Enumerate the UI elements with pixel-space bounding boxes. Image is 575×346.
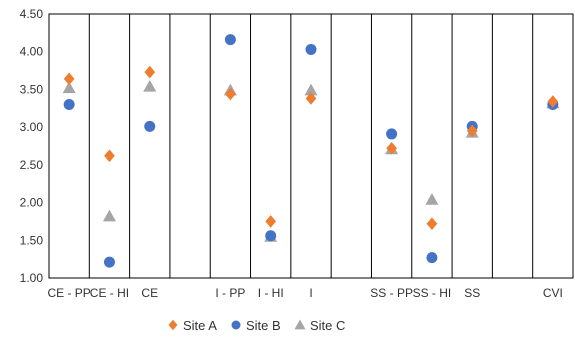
plot-frame bbox=[48, 13, 574, 279]
x-tick-label: SS - HI bbox=[413, 286, 452, 300]
data-point-site-a bbox=[265, 215, 277, 228]
x-tick-label: I - HI bbox=[258, 286, 284, 300]
x-tick-label: CVI bbox=[543, 286, 563, 300]
y-tick-label: 3.00 bbox=[20, 120, 44, 134]
data-points bbox=[62, 34, 560, 268]
data-point-site-b bbox=[265, 230, 277, 242]
y-tick-label: 3.50 bbox=[20, 82, 44, 96]
data-point-site-b bbox=[426, 252, 438, 264]
data-point-site-a bbox=[466, 124, 478, 138]
y-tick-label: 1.00 bbox=[20, 271, 44, 285]
y-tick-label: 2.00 bbox=[20, 196, 44, 210]
x-tick-label: CE - PP bbox=[47, 286, 90, 300]
x-tick-label: I - PP bbox=[215, 286, 245, 300]
data-point-site-b bbox=[305, 43, 317, 55]
data-point-site-a bbox=[63, 72, 75, 86]
data-point-site-a bbox=[104, 149, 115, 163]
legend-label: Site C bbox=[310, 318, 345, 333]
x-tick-label: CE bbox=[141, 286, 158, 300]
legend: Site A Site B Site C bbox=[168, 318, 345, 333]
legend-label: Site B bbox=[246, 318, 281, 333]
x-tick-label: SS bbox=[464, 286, 480, 300]
x-tick-label: I bbox=[309, 286, 312, 300]
legend-marker-site-a bbox=[168, 319, 178, 331]
data-point-site-b bbox=[103, 256, 115, 268]
data-point-site-b bbox=[144, 120, 156, 132]
x-tick-label: CE - HI bbox=[90, 286, 129, 300]
data-point-site-c bbox=[425, 193, 439, 205]
data-point-site-a bbox=[225, 87, 236, 101]
data-point-site-a bbox=[305, 92, 317, 105]
plot-area bbox=[48, 13, 574, 279]
data-point-site-a bbox=[144, 65, 156, 79]
data-point-site-a bbox=[426, 217, 438, 230]
data-point-site-b bbox=[386, 128, 398, 140]
y-tick-label: 4.50 bbox=[20, 7, 44, 21]
data-point-site-a bbox=[547, 95, 559, 108]
data-point-site-c bbox=[102, 209, 116, 222]
y-tick-label: 4.00 bbox=[20, 45, 44, 59]
y-tick-label: 1.50 bbox=[20, 233, 44, 247]
x-tick-label: SS - PP bbox=[370, 286, 413, 300]
y-tick-label: 2.50 bbox=[20, 158, 44, 172]
data-point-site-c bbox=[143, 79, 157, 92]
legend-label: Site A bbox=[183, 318, 217, 333]
legend-marker-site-c bbox=[294, 319, 306, 330]
data-point-site-c bbox=[62, 81, 76, 94]
data-point-site-b bbox=[63, 99, 75, 111]
data-point-site-c bbox=[304, 83, 318, 96]
data-point-site-b bbox=[224, 34, 236, 46]
legend-marker-site-b bbox=[231, 320, 241, 330]
data-point-site-a bbox=[386, 141, 397, 155]
